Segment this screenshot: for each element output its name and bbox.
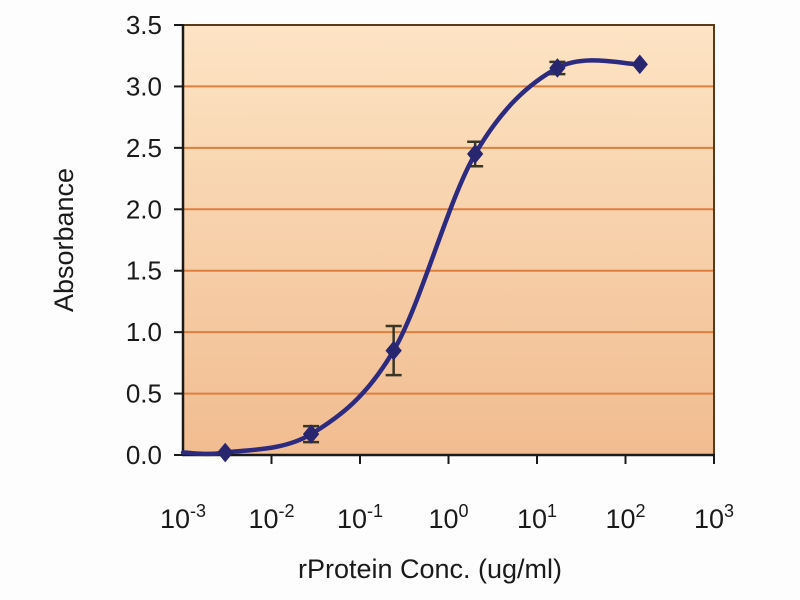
x-tick-label: 100 bbox=[428, 501, 468, 534]
x-tick-label: 10-1 bbox=[337, 501, 383, 534]
x-tick-label: 102 bbox=[605, 501, 645, 534]
y-tick-label: 2.0 bbox=[126, 194, 162, 224]
y-tick-label: 1.5 bbox=[126, 256, 162, 286]
data-point-marker bbox=[385, 340, 402, 361]
data-point-marker bbox=[217, 442, 234, 463]
x-tick-label: 101 bbox=[517, 501, 557, 534]
y-tick-label: 2.5 bbox=[126, 133, 162, 163]
y-tick-label: 1.0 bbox=[126, 317, 162, 347]
plot-area: 0.0 0.5 1.0 1.5 2.0 2.5 3.0 3.5 10-3 10-2 10-1 100 1… bbox=[126, 10, 734, 534]
y-tick-label: 3.5 bbox=[126, 10, 162, 40]
x-tick-label: 10-3 bbox=[160, 501, 206, 534]
data-point-marker bbox=[302, 424, 320, 444]
x-axis-title: rProtein Conc. (ug/ml) bbox=[298, 554, 562, 584]
data-point-marker bbox=[549, 58, 566, 78]
plot-background bbox=[183, 25, 714, 455]
data-point-marker bbox=[631, 54, 648, 75]
x-tick-label: 10-2 bbox=[248, 501, 294, 534]
x-tick-label: 103 bbox=[694, 501, 734, 534]
y-tick-label: 0.5 bbox=[126, 379, 162, 409]
data-point-marker bbox=[466, 144, 484, 164]
y-tick-label: 0.0 bbox=[126, 440, 162, 470]
y-axis-title: Absorbance bbox=[49, 168, 79, 312]
y-tick-label: 3.0 bbox=[126, 71, 162, 101]
